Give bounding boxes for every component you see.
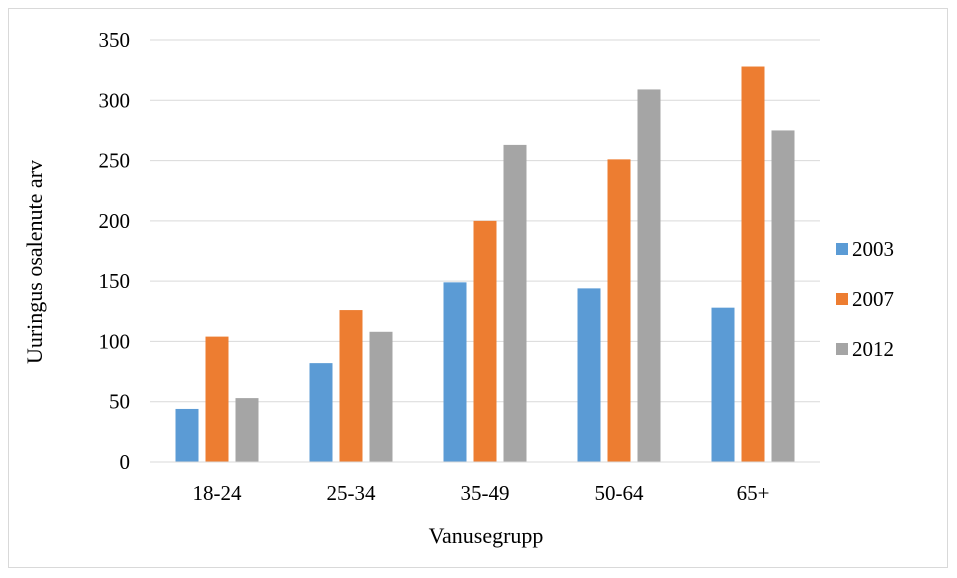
bar-2007-18-24 [205, 336, 229, 462]
x-tick-label: 18-24 [193, 481, 242, 505]
x-tick-label: 25-34 [327, 481, 376, 505]
legend: 2003 2007 2012 [836, 237, 894, 361]
x-axis-title: Vanusegrupp [429, 523, 544, 548]
bar-2007-50-64 [607, 159, 631, 462]
legend-swatch-2007 [836, 293, 848, 305]
bar-2003-50-64 [577, 288, 601, 462]
y-axis-title: Uuringus osalenute arv [22, 160, 47, 364]
y-tick-label: 200 [99, 209, 131, 233]
y-tick-label: 100 [99, 329, 131, 353]
y-tick-label: 250 [99, 149, 131, 173]
bar-2012-50-64 [637, 89, 661, 462]
bar-2003-25-34 [309, 363, 333, 462]
y-tick-label: 350 [99, 28, 131, 52]
x-axis-ticks: 18-24 25-34 35-49 50-64 65+ [193, 481, 770, 505]
y-axis-ticks: 0 50 100 150 200 250 300 350 [99, 28, 131, 474]
legend-label: 2007 [852, 287, 894, 311]
bar-2012-35-49 [503, 144, 527, 462]
x-tick-label: 50-64 [595, 481, 644, 505]
x-tick-label: 65+ [737, 481, 770, 505]
bar-2012-65+ [771, 130, 795, 462]
bar-2012-18-24 [235, 398, 259, 462]
y-tick-label: 300 [99, 88, 131, 112]
y-tick-label: 150 [99, 269, 131, 293]
legend-label: 2012 [852, 337, 894, 361]
bar-2003-65+ [711, 307, 735, 462]
legend-swatch-2012 [836, 343, 848, 355]
y-tick-label: 50 [109, 390, 130, 414]
y-tick-label: 0 [120, 450, 131, 474]
bar-2012-25-34 [369, 331, 393, 462]
bars [175, 66, 795, 463]
gridlines [150, 39, 820, 403]
bar-2003-18-24 [175, 408, 199, 462]
bar-2007-25-34 [339, 310, 363, 462]
bar-2003-35-49 [443, 282, 467, 462]
bar-2007-35-49 [473, 220, 497, 462]
legend-label: 2003 [852, 237, 894, 261]
x-tick-label: 35-49 [461, 481, 510, 505]
bar-2007-65+ [741, 66, 765, 463]
legend-swatch-2003 [836, 243, 848, 255]
